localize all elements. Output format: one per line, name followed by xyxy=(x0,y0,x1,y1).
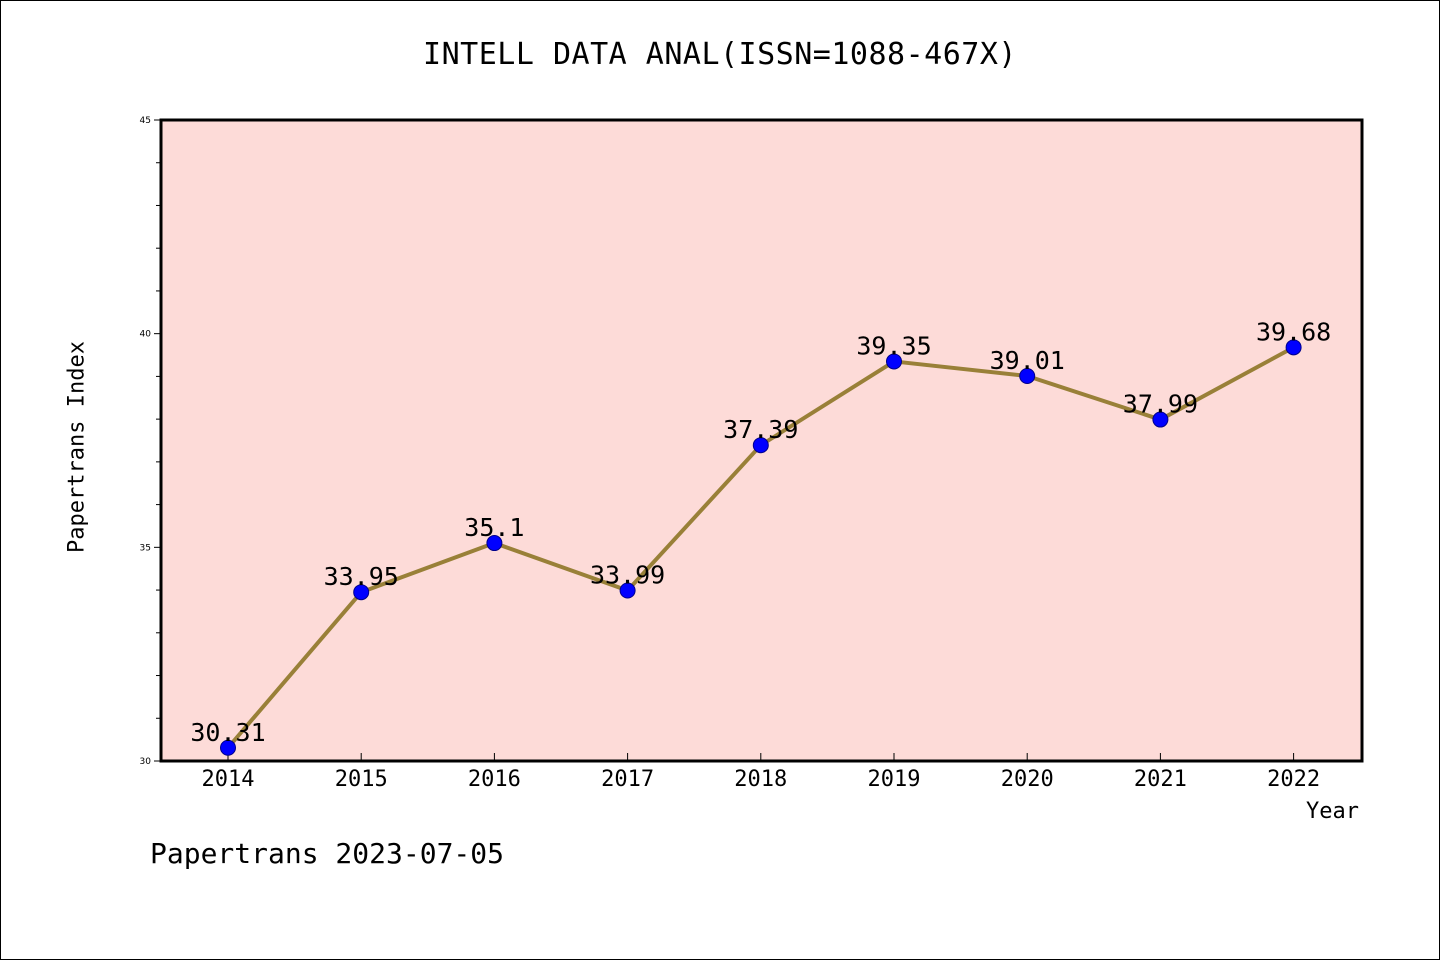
data-point xyxy=(752,437,769,454)
footer-date-text: Papertrans 2023-07-05 xyxy=(150,837,505,870)
data-label: 39.01 xyxy=(990,346,1065,375)
x-tick-label: 2021 xyxy=(1134,767,1187,792)
y-tick-label: 45 xyxy=(140,116,151,126)
x-tick-label: 2018 xyxy=(734,767,787,792)
data-point xyxy=(619,582,636,599)
x-tick-label: 2015 xyxy=(335,767,388,792)
x-tick-label: 2014 xyxy=(202,767,255,792)
x-tick-label: 2019 xyxy=(868,767,921,792)
data-point xyxy=(886,353,902,370)
data-label: 37.99 xyxy=(1123,390,1198,419)
data-point xyxy=(353,584,370,601)
data-point xyxy=(1019,367,1036,384)
data-point xyxy=(220,739,236,756)
y-tick-label: 35 xyxy=(140,543,151,553)
x-tick-label: 2017 xyxy=(601,767,654,792)
data-point xyxy=(486,535,503,552)
y-tick-label: 30 xyxy=(140,757,152,767)
data-label: 37.39 xyxy=(723,415,798,444)
x-tick-label: 2016 xyxy=(468,767,521,792)
data-label: 35.1 xyxy=(464,513,524,542)
data-label: 39.35 xyxy=(856,331,931,360)
x-tick-label: 2022 xyxy=(1267,767,1320,792)
data-point xyxy=(1152,411,1169,428)
data-label: 30.31 xyxy=(190,718,265,747)
data-label: 33.99 xyxy=(590,560,665,589)
x-axis-label: Year xyxy=(1306,799,1359,824)
y-tick-label: 40 xyxy=(140,330,152,340)
x-tick-label: 2020 xyxy=(1001,767,1054,792)
data-point xyxy=(1285,339,1302,356)
data-label: 39.68 xyxy=(1256,317,1331,346)
plot-area xyxy=(159,118,1364,763)
chart-title: INTELL DATA ANAL(ISSN=1088-467X) xyxy=(423,37,1017,72)
data-label: 33.95 xyxy=(324,562,399,591)
